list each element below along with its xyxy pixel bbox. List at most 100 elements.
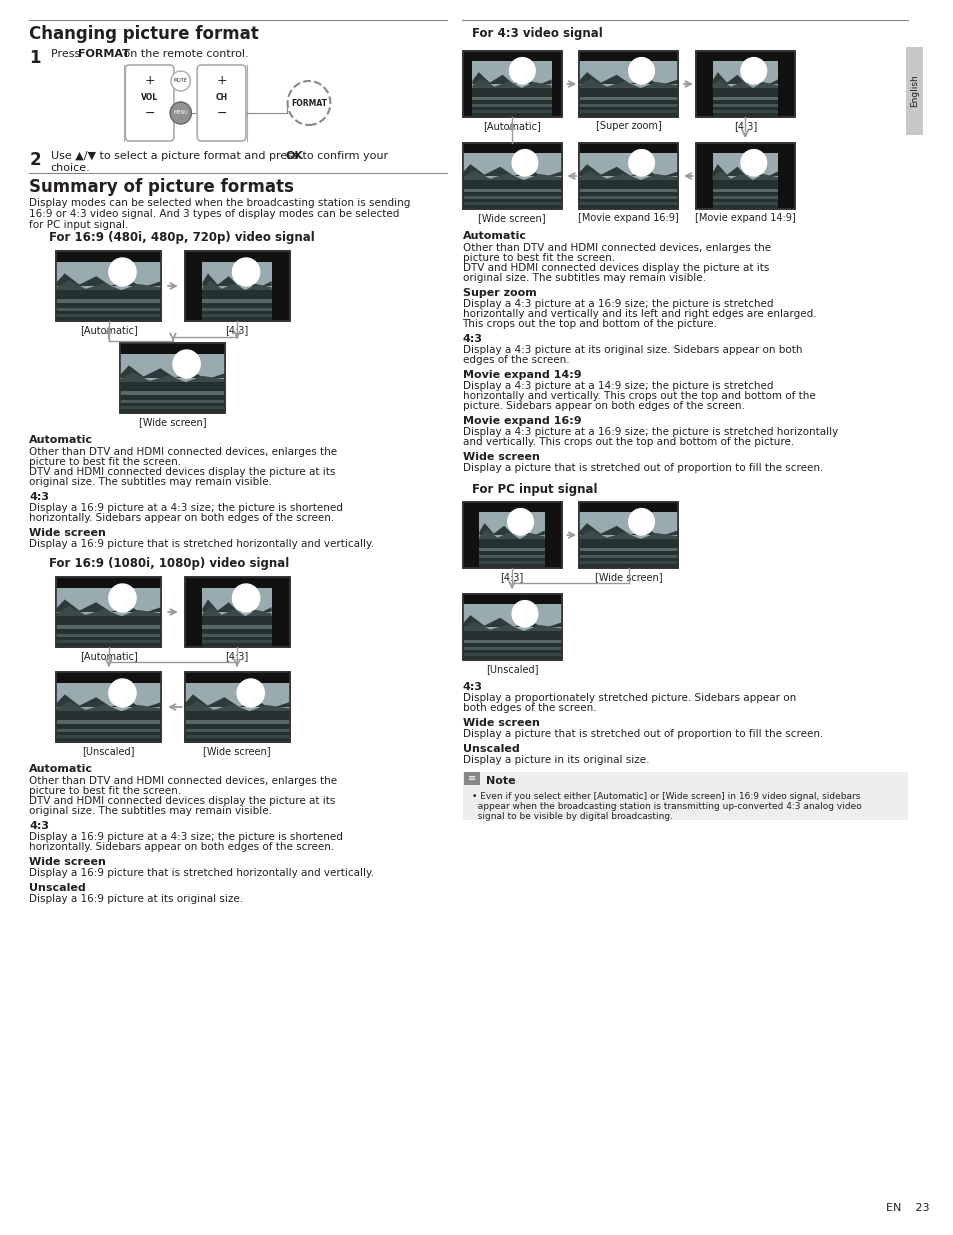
Bar (904, 47, 923, 135)
Text: FORMAT: FORMAT (77, 49, 130, 59)
Bar (464, 772, 479, 785)
Bar (56, 683, 161, 742)
Circle shape (109, 679, 136, 706)
Bar (56, 299, 161, 303)
Circle shape (233, 258, 259, 287)
Text: 4:3: 4:3 (462, 333, 482, 345)
Polygon shape (712, 164, 777, 178)
Text: Wide screen: Wide screen (30, 857, 106, 867)
Polygon shape (578, 164, 678, 178)
Text: For 16:9 (1080i, 1080p) video signal: For 16:9 (1080i, 1080p) video signal (49, 557, 289, 571)
Polygon shape (472, 72, 551, 85)
Bar (202, 314, 272, 317)
Polygon shape (56, 694, 161, 709)
FancyBboxPatch shape (125, 65, 173, 141)
Bar (578, 61, 678, 117)
Circle shape (170, 103, 192, 124)
Polygon shape (202, 273, 272, 288)
Circle shape (109, 584, 136, 613)
Text: Display modes can be selected when the broadcasting station is sending: Display modes can be selected when the b… (30, 198, 410, 207)
Text: Wide screen: Wide screen (30, 529, 106, 538)
Polygon shape (462, 170, 561, 180)
Bar (185, 672, 290, 742)
Text: [4:3]: [4:3] (225, 325, 249, 335)
Bar (185, 735, 290, 737)
Text: for PC input signal.: for PC input signal. (30, 220, 129, 230)
Circle shape (109, 258, 136, 287)
Polygon shape (202, 606, 272, 616)
Circle shape (172, 350, 200, 378)
Bar (462, 640, 561, 643)
Bar (462, 772, 906, 820)
Polygon shape (478, 530, 544, 538)
Text: For 16:9 (480i, 480p, 720p) video signal: For 16:9 (480i, 480p, 720p) video signal (49, 231, 314, 245)
Text: −: − (216, 106, 227, 120)
Text: Movie expand 14:9: Movie expand 14:9 (462, 370, 580, 380)
Bar (185, 251, 290, 321)
Polygon shape (712, 79, 777, 88)
Polygon shape (578, 524, 678, 536)
Bar (462, 501, 561, 568)
Bar (578, 105, 678, 107)
Bar (578, 189, 678, 191)
Text: picture. Sidebars appear on both edges of the screen.: picture. Sidebars appear on both edges o… (462, 401, 743, 411)
Bar (462, 594, 561, 659)
Bar (478, 511, 544, 568)
Text: Display a 16:9 picture at its original size.: Display a 16:9 picture at its original s… (30, 894, 243, 904)
Bar (120, 406, 225, 409)
Bar (56, 577, 161, 647)
Text: Unscaled: Unscaled (30, 883, 86, 893)
Circle shape (628, 58, 654, 84)
Polygon shape (712, 170, 777, 180)
Text: +: + (144, 74, 154, 88)
Bar (462, 51, 561, 117)
Bar (578, 96, 678, 100)
Text: 2: 2 (30, 151, 41, 169)
Text: For PC input signal: For PC input signal (472, 483, 598, 496)
Polygon shape (56, 701, 161, 711)
Bar (578, 511, 678, 568)
Text: Movie expand 16:9: Movie expand 16:9 (462, 416, 580, 426)
Text: original size. The subtitles may remain visible.: original size. The subtitles may remain … (462, 273, 705, 283)
Text: Changing picture format: Changing picture format (30, 25, 258, 43)
Bar (472, 88, 551, 117)
Text: Summary of picture formats: Summary of picture formats (30, 178, 294, 196)
Bar (56, 711, 161, 742)
Bar (56, 262, 161, 321)
Text: horizontally. Sidebars appear on both edges of the screen.: horizontally. Sidebars appear on both ed… (30, 842, 335, 852)
Text: Wide screen: Wide screen (462, 452, 538, 462)
Text: both edges of the screen.: both edges of the screen. (462, 703, 596, 713)
Bar (56, 672, 161, 742)
Bar (202, 640, 272, 642)
Bar (56, 720, 161, 724)
Bar (185, 577, 290, 647)
Bar (712, 180, 777, 209)
Bar (185, 251, 290, 321)
Text: ≡: ≡ (468, 773, 476, 783)
Text: 16:9 or 4:3 video signal. And 3 types of display modes can be selected: 16:9 or 4:3 video signal. And 3 types of… (30, 209, 399, 219)
Text: VOL: VOL (141, 93, 158, 101)
Text: Display a 16:9 picture that is stretched horizontally and vertically.: Display a 16:9 picture that is stretched… (30, 868, 374, 878)
Text: Automatic: Automatic (30, 435, 93, 445)
Bar (462, 594, 561, 659)
Polygon shape (578, 79, 678, 88)
Text: −: − (144, 106, 154, 120)
Polygon shape (712, 72, 777, 85)
Bar (202, 588, 272, 647)
Text: [Wide screen]: [Wide screen] (203, 746, 271, 756)
Bar (712, 61, 777, 117)
Bar (462, 180, 561, 209)
Text: [Wide screen]: [Wide screen] (139, 417, 207, 427)
Text: [Automatic]: [Automatic] (80, 325, 137, 335)
Circle shape (512, 149, 537, 177)
Polygon shape (202, 280, 272, 290)
Text: [Unscaled]: [Unscaled] (83, 746, 135, 756)
Text: This crops out the top and bottom of the picture.: This crops out the top and bottom of the… (462, 319, 717, 329)
Bar (202, 290, 272, 321)
Bar (712, 196, 777, 199)
Bar (185, 577, 290, 647)
Bar (712, 203, 777, 205)
Bar (712, 105, 777, 107)
Text: Display a picture that is stretched out of proportion to fill the screen.: Display a picture that is stretched out … (462, 463, 822, 473)
Text: [Wide screen]: [Wide screen] (595, 572, 661, 582)
